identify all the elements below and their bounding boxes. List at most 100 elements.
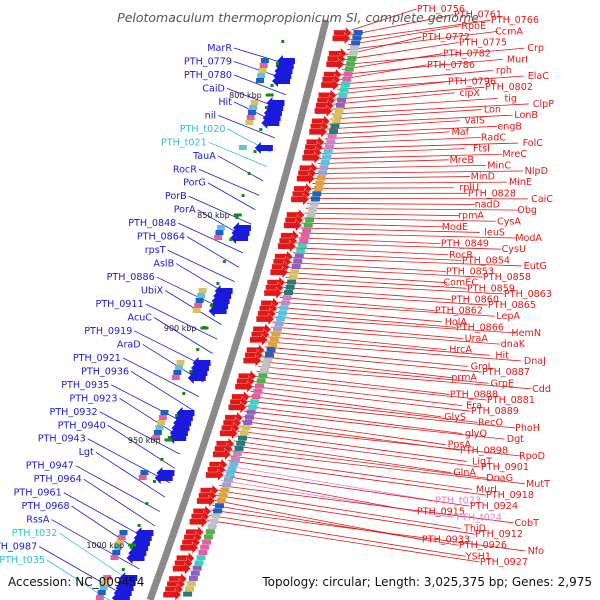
cog-block	[222, 482, 232, 488]
reverse-gene-arrow	[111, 592, 130, 600]
right-connector-88	[225, 465, 433, 501]
right-label-ppsa-78: PpsA	[448, 440, 472, 451]
right-label-pth-t023-88: PTH_t023	[435, 496, 481, 507]
cog-block	[351, 40, 361, 46]
cog-block	[245, 120, 254, 125]
right-connector-37	[304, 212, 459, 217]
right-connector-45	[292, 252, 462, 261]
cog-block	[293, 258, 303, 264]
left-label-pth-t032-36: PTH_t032	[12, 528, 58, 539]
right-connector-7	[343, 47, 525, 66]
right-connector-3	[348, 25, 461, 46]
cog-block	[299, 238, 309, 243]
cog-block	[112, 550, 121, 555]
cog-block	[308, 206, 318, 212]
left-connector-11	[188, 195, 252, 225]
left-label-pth-0921-23: PTH_0921	[73, 353, 121, 364]
right-label-mode-39: ModE	[442, 222, 468, 233]
reverse-gene-arrow	[168, 432, 187, 444]
outer-gene-track	[162, 26, 363, 600]
right-connector-10	[339, 64, 427, 80]
right-connector-26	[319, 153, 502, 160]
cog-block	[158, 415, 167, 420]
right-connector-89	[224, 470, 470, 507]
cog-block	[330, 123, 340, 129]
cog-block	[312, 191, 322, 197]
left-label-pth-0864-14: PTH_0864	[137, 232, 185, 243]
right-connector-20	[327, 120, 460, 130]
right-label-pth-0881-70: PTH_0881	[487, 395, 535, 406]
cog-block	[333, 113, 343, 119]
left-label-pth-0968-34: PTH_0968	[22, 501, 70, 512]
genome-title: Pelotomaculum thermopropionicum SI, comp…	[117, 10, 479, 25]
left-label-rpst-15: rpsT	[145, 245, 166, 256]
right-label-grol-64: GroL	[471, 361, 494, 372]
left-label-ubix-18: UbiX	[141, 286, 164, 297]
forward-gene-arrow	[180, 541, 199, 555]
cog-block	[231, 456, 241, 462]
cog-block	[197, 293, 206, 298]
right-label-eutg-46: EutG	[524, 261, 547, 272]
right-label-pth-t024-91: PTH_t024	[456, 512, 502, 523]
cog-block	[249, 399, 259, 405]
right-label-hola-56: HolA	[445, 317, 468, 328]
kbp-scale: 800 kbp 850 kbp 900 kbp 950 kbp 1000 kbp	[86, 40, 285, 571]
right-label-mind-30: MinD	[471, 172, 495, 183]
cog-block	[346, 61, 356, 67]
right-label-pth-0858-48: PTH_0858	[483, 272, 531, 283]
right-label-clpp-17: ClpP	[533, 99, 554, 110]
cog-block	[225, 472, 235, 477]
right-label-rocr-44: RocR	[449, 250, 473, 261]
right-label-pth-0802-14: PTH_0802	[485, 82, 533, 93]
right-label-glyq-76: glyQ	[465, 429, 487, 440]
left-connector-29	[87, 438, 171, 484]
cog-block	[188, 576, 198, 581]
right-connector-43	[295, 242, 501, 250]
cog-block	[337, 97, 347, 103]
cog-block	[296, 248, 306, 254]
left-label-pth-t021-7: PTH_t021	[161, 137, 207, 148]
cog-block	[194, 303, 203, 308]
scale-dot	[222, 260, 226, 263]
left-connector-8	[217, 155, 264, 182]
cog-block	[338, 92, 348, 98]
cog-block	[247, 110, 256, 115]
cog-block	[263, 357, 273, 363]
right-label-prma-66: prmA	[451, 373, 477, 384]
left-label-hit-4: Hit	[218, 97, 232, 108]
right-label-pth-0901-82: PTH_0901	[481, 462, 529, 473]
right-label-pth-0849-42: PTH_0849	[441, 239, 489, 250]
kbp-label-1: 850 kbp	[197, 211, 230, 220]
scale-dot	[189, 370, 193, 373]
cog-block	[260, 368, 269, 373]
kbp-label-4: 1000 kbp	[86, 541, 124, 550]
right-label-nadd-35: nadD	[475, 200, 500, 211]
left-label-pth-0911-19: PTH_0911	[96, 299, 144, 310]
right-label-rplu-32: rplU	[459, 183, 479, 194]
right-label-maf-22: Maf	[451, 127, 469, 138]
left-connector-38	[46, 559, 110, 600]
right-connector-21	[325, 125, 497, 135]
right-connector-0	[351, 8, 417, 31]
forward-gene-arrow	[290, 193, 310, 206]
right-connector-82	[235, 435, 481, 468]
right-connector-30	[313, 176, 470, 179]
cog-block	[227, 466, 237, 472]
cog-block	[322, 154, 332, 160]
right-label-minc-28: MinC	[487, 160, 511, 171]
cog-block	[315, 180, 325, 186]
right-connector-70	[255, 376, 487, 401]
right-label-pth-0766-2: PTH_0766	[491, 15, 539, 26]
cog-block	[173, 370, 182, 375]
accession-label: Accession: NC_009454	[8, 575, 144, 589]
left-connector-30	[95, 451, 166, 498]
right-connector-62	[267, 336, 490, 356]
right-label-rpoe-3: RpoE	[461, 21, 486, 32]
left-connector-24	[130, 371, 195, 412]
forward-gene-arrow	[270, 265, 289, 279]
right-connector-8	[342, 53, 443, 70]
scale-dot	[152, 480, 156, 483]
cog-block	[277, 310, 287, 316]
cog-block	[97, 590, 106, 595]
right-connector-92	[219, 485, 514, 524]
